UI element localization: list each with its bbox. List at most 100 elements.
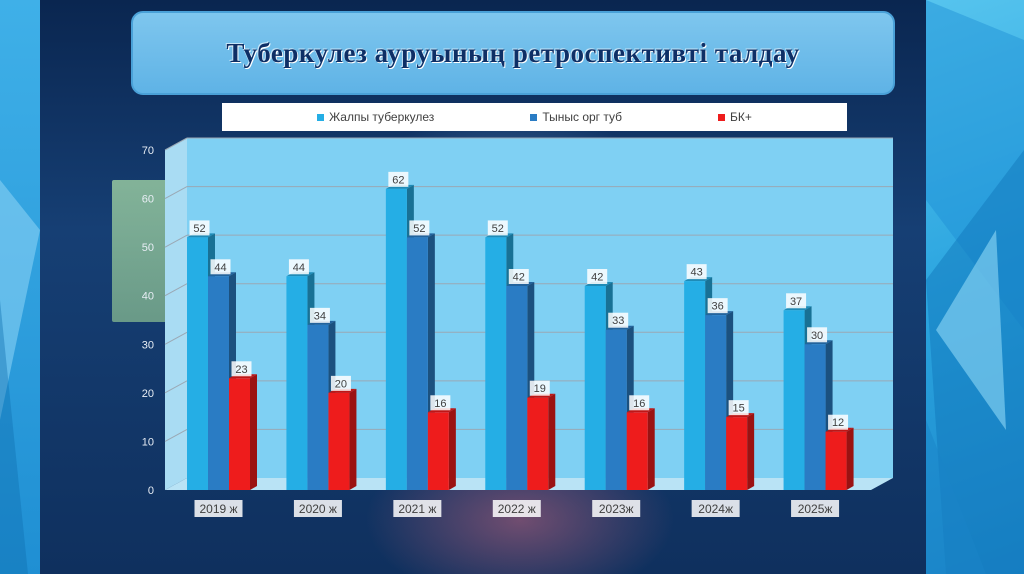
data-label-bg — [487, 220, 508, 236]
bar — [229, 378, 250, 490]
x-tick-label-bg — [492, 500, 541, 517]
bar — [286, 276, 308, 490]
gridline-side — [164, 428, 188, 442]
data-label-bg — [409, 220, 430, 236]
data-label-bg — [828, 414, 849, 430]
data-label: 44 — [214, 262, 226, 274]
bar — [385, 188, 407, 490]
x-tick-label: 2025ж — [798, 502, 833, 516]
data-label: 15 — [733, 403, 745, 415]
bar — [825, 431, 847, 490]
x-tick-label-bg — [393, 500, 442, 517]
legend-label: Тыныс орг туб — [542, 110, 623, 124]
data-label: 52 — [492, 223, 504, 235]
gridline-side — [164, 331, 188, 345]
bar — [783, 310, 805, 490]
bar — [605, 329, 627, 490]
legend-swatch — [718, 113, 726, 121]
data-label-bg — [786, 293, 807, 309]
data-label-bg — [686, 264, 707, 280]
data-label: 52 — [193, 223, 205, 235]
data-label-bg — [388, 171, 409, 187]
data-label-bg — [529, 380, 550, 396]
bar — [328, 392, 350, 490]
bar-side — [747, 413, 755, 490]
data-label-bg — [587, 269, 608, 284]
data-label-bg — [608, 312, 629, 328]
y-tick-label: 40 — [142, 291, 154, 303]
bar-side — [448, 408, 456, 490]
data-label: 30 — [811, 330, 823, 342]
x-tick-label: 2023ж — [599, 502, 634, 516]
bar-side — [647, 408, 655, 490]
data-label: 16 — [633, 398, 645, 410]
data-label-bg — [330, 375, 351, 391]
data-label-bg — [288, 259, 309, 275]
data-label: 36 — [712, 301, 724, 313]
data-label: 19 — [534, 383, 546, 395]
title-banner: Туберкулез ауруының ретроспективті талда… — [131, 11, 895, 95]
right-decor-shapes — [926, 0, 1024, 574]
data-label: 16 — [434, 398, 446, 410]
bar — [406, 237, 428, 490]
x-tick-label-bg — [691, 500, 740, 517]
data-label-bg — [728, 400, 749, 416]
data-label: 23 — [235, 364, 247, 376]
legend-swatch — [317, 113, 325, 121]
bar-side — [846, 427, 854, 490]
bar — [427, 412, 449, 490]
right-decor-panel — [926, 0, 1024, 574]
page-title: Туберкулез ауруының ретроспективті талда… — [226, 37, 800, 68]
gridline-side — [164, 380, 188, 394]
legend-swatch — [530, 113, 538, 121]
data-label: 52 — [413, 223, 425, 235]
bar — [208, 276, 229, 490]
data-label: 20 — [335, 378, 347, 390]
y-tick-label: 10 — [142, 436, 154, 448]
bar — [626, 412, 648, 490]
legend-item: БК+ — [718, 110, 752, 124]
bar-side — [250, 374, 257, 490]
data-label-bg — [189, 220, 210, 236]
x-tick-label-bg — [293, 500, 342, 517]
data-label: 62 — [392, 174, 404, 186]
legend-item: Жалпы туберкулез — [317, 110, 434, 124]
data-label: 44 — [293, 262, 305, 274]
bar — [485, 237, 507, 490]
bar-side — [349, 388, 357, 490]
data-label-bg — [231, 361, 252, 377]
bar — [726, 417, 748, 490]
data-label: 12 — [832, 417, 844, 429]
left-decor-shapes — [0, 180, 40, 574]
bar — [804, 344, 826, 490]
data-label: 42 — [513, 272, 525, 284]
bar — [684, 281, 706, 490]
y-tick-label: 20 — [142, 388, 154, 400]
x-tick-label: 2021 ж — [398, 502, 436, 516]
data-label: 43 — [691, 267, 703, 279]
data-label-bg — [210, 259, 231, 275]
data-label-bg — [309, 307, 330, 323]
bar — [506, 286, 528, 490]
x-tick-label: 2020 ж — [299, 502, 337, 516]
legend-item: Тыныс орг туб — [530, 110, 622, 124]
bar — [705, 315, 727, 490]
data-label-bg — [629, 395, 650, 411]
legend-label: Жалпы туберкулез — [329, 110, 435, 124]
x-tick-label-bg — [194, 500, 243, 517]
y-tick-label: 50 — [142, 242, 154, 254]
data-label-bg — [707, 298, 728, 314]
x-tick-label: 2024ж — [698, 502, 733, 516]
decor-side-tab — [112, 180, 172, 322]
bar-side — [548, 393, 556, 490]
bar — [584, 286, 606, 490]
y-tick-label: 70 — [142, 145, 154, 157]
data-label-bg — [508, 269, 529, 284]
y-tick-label: 30 — [142, 339, 154, 351]
x-tick-label-bg — [791, 500, 840, 517]
chart-side-wall — [165, 138, 187, 490]
x-tick-label: 2022 ж — [498, 502, 536, 516]
data-label: 34 — [314, 310, 326, 322]
data-label: 37 — [790, 296, 802, 308]
